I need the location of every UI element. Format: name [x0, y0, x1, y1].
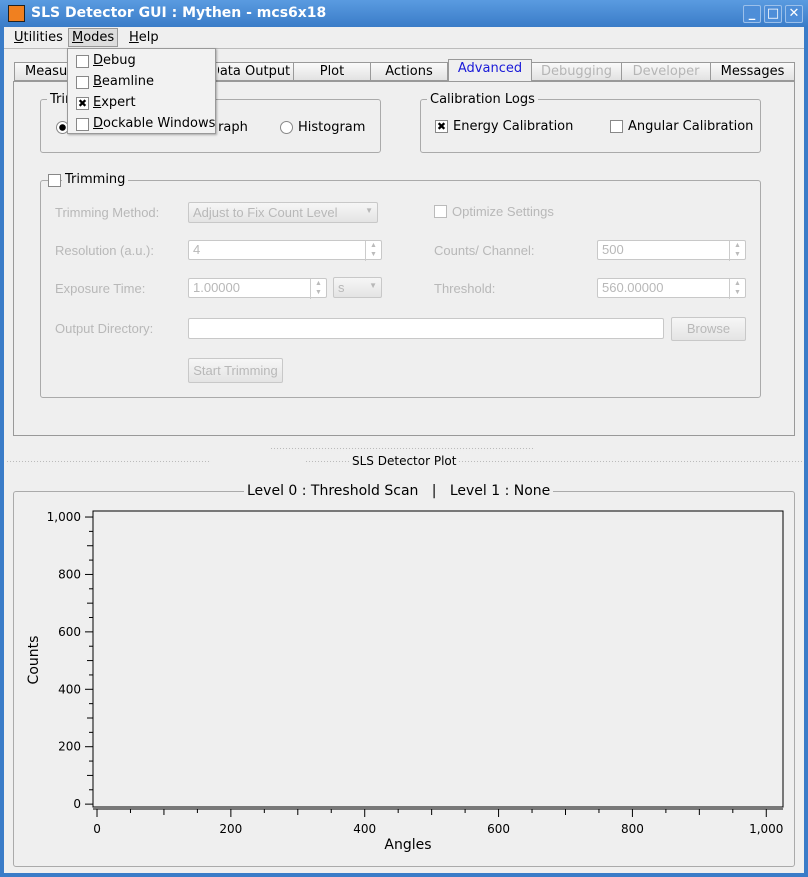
- output-directory-label: Output Directory:: [55, 321, 154, 336]
- menu-item-dockable-windows[interactable]: Dockable Windows: [76, 115, 215, 135]
- plot-canvas: [92, 510, 784, 808]
- tab-data-output[interactable]: Data Output: [194, 62, 294, 81]
- y-tick-label: 800: [58, 567, 81, 581]
- exposure-time-value: 1.00000: [193, 280, 240, 295]
- advanced-panel: [13, 81, 795, 436]
- energy-calibration-checkbox[interactable]: ✖: [435, 120, 448, 133]
- tab-developer[interactable]: Developer: [621, 62, 711, 81]
- dock-title-grip: [6, 460, 211, 464]
- window-title: SLS Detector GUI : Mythen - mcs6x18: [31, 5, 327, 21]
- trimbits-group-title: Trimbits Plot: [47, 92, 67, 107]
- menu-item-debug[interactable]: Debug: [76, 52, 211, 72]
- trimming-group: [40, 180, 761, 398]
- menu-item-label: Expert: [93, 95, 136, 110]
- x-tick-label: 1,000: [749, 822, 783, 836]
- modes-menu-dropdown: Debug Beamline ✖ Expert Dockable Windows: [67, 48, 216, 134]
- maximize-button[interactable]: □: [764, 5, 782, 23]
- browse-button[interactable]: Browse: [671, 317, 746, 341]
- app-icon: [8, 5, 25, 22]
- trimming-method-value: Adjust to Fix Count Level: [193, 205, 338, 220]
- exposure-unit-value: s: [338, 280, 345, 295]
- exposure-unit-combo[interactable]: s ▼: [333, 277, 382, 298]
- close-button[interactable]: ✕: [785, 5, 803, 23]
- threshold-value: 560.00000: [602, 280, 664, 295]
- optimize-settings-checkbox[interactable]: [434, 205, 447, 218]
- menu-modes[interactable]: Modes: [68, 28, 119, 47]
- x-tick-label: 400: [353, 822, 376, 836]
- spin-arrows-icon[interactable]: ▲ ▼: [310, 279, 326, 299]
- calibration-group-title: Calibration Logs: [427, 92, 538, 107]
- tab-messages[interactable]: Messages: [710, 62, 795, 81]
- tab-advanced[interactable]: Advanced: [448, 59, 532, 82]
- menu-item-expert[interactable]: ✖ Expert: [76, 94, 211, 114]
- checkbox[interactable]: [76, 55, 89, 68]
- optimize-settings-label: Optimize Settings: [452, 204, 554, 219]
- radio-histogram-label: Histogram: [298, 120, 366, 135]
- trimming-group-title: Trimming: [62, 172, 129, 187]
- counts-channel-spinbox[interactable]: 500 ▲ ▼: [597, 240, 746, 261]
- angular-calibration-checkbox[interactable]: [610, 120, 623, 133]
- resolution-label: Resolution (a.u.):: [55, 243, 154, 258]
- trimming-method-label: Trimming Method:: [55, 205, 160, 220]
- menu-bar: Utilities Modes Help: [4, 27, 804, 49]
- radio-graph-label: Graph: [218, 120, 248, 135]
- tab-label: Measurement: [25, 64, 68, 79]
- x-axis-label: Angles: [384, 837, 431, 853]
- spin-arrows-icon[interactable]: ▲ ▼: [365, 241, 381, 261]
- trimming-checkbox[interactable]: [48, 174, 61, 187]
- y-tick-label: 600: [58, 625, 81, 639]
- chevron-down-icon: ▼: [369, 281, 377, 290]
- menu-item-label: Beamline: [93, 74, 155, 89]
- tab-label: Data Output: [218, 64, 291, 79]
- resolution-value: 4: [193, 242, 201, 257]
- y-tick-label: 400: [58, 682, 81, 696]
- menu-item-beamline[interactable]: Beamline: [76, 73, 211, 93]
- dock-title-grip: [305, 460, 803, 464]
- angular-calibration-label: Angular Calibration: [628, 119, 754, 134]
- start-trimming-button[interactable]: Start Trimming: [188, 358, 283, 383]
- spin-arrows-icon[interactable]: ▲ ▼: [729, 241, 745, 261]
- radio-histogram[interactable]: [280, 121, 293, 134]
- menu-utilities[interactable]: Utilities: [14, 30, 63, 45]
- plot-group-title: Level 0 : Threshold Scan | Level 1 : Non…: [244, 483, 554, 499]
- x-tick-label: 800: [621, 822, 644, 836]
- tab-actions[interactable]: Actions: [370, 62, 448, 81]
- threshold-label: Threshold:: [434, 281, 496, 296]
- y-tick-label: 0: [73, 797, 81, 811]
- x-tick-label: 200: [219, 822, 242, 836]
- checkbox[interactable]: [76, 76, 89, 89]
- calibration-logs-group: [420, 99, 761, 153]
- tab-debugging[interactable]: Debugging: [531, 62, 622, 81]
- threshold-spinbox[interactable]: 560.00000 ▲ ▼: [597, 278, 746, 299]
- counts-channel-label: Counts/ Channel:: [434, 243, 535, 258]
- spin-arrows-icon[interactable]: ▲ ▼: [729, 279, 745, 299]
- y-tick-label: 200: [58, 740, 81, 754]
- y-axis-label: Counts: [26, 636, 42, 685]
- checkbox[interactable]: [76, 118, 89, 131]
- menu-label: Modes: [72, 30, 115, 45]
- y-tick-label: 1,000: [47, 510, 81, 524]
- energy-calibration-label: Energy Calibration: [453, 119, 574, 134]
- x-tick-label: 0: [93, 822, 101, 836]
- splitter-handle[interactable]: [270, 447, 535, 451]
- exposure-time-spinbox[interactable]: 1.00000 ▲ ▼: [188, 278, 327, 299]
- chevron-down-icon: ▼: [365, 206, 373, 215]
- output-directory-input[interactable]: [188, 318, 664, 339]
- x-tick-label: 600: [487, 822, 510, 836]
- menu-help[interactable]: Help: [129, 30, 159, 45]
- counts-channel-value: 500: [602, 242, 624, 257]
- trimming-method-combo[interactable]: Adjust to Fix Count Level ▼: [188, 202, 378, 223]
- plot-dock-title: SLS Detector Plot: [350, 454, 459, 468]
- checkbox[interactable]: ✖: [76, 97, 89, 110]
- menu-label: Utilities: [14, 30, 63, 45]
- window-frame: [0, 27, 808, 877]
- exposure-time-label: Exposure Time:: [55, 281, 146, 296]
- menu-item-label: Dockable Windows: [93, 116, 216, 131]
- menu-label: Help: [129, 30, 159, 45]
- menu-item-label: Debug: [93, 53, 136, 68]
- title-bar: SLS Detector GUI : Mythen - mcs6x18 _ □ …: [0, 0, 808, 27]
- resolution-spinbox[interactable]: 4 ▲ ▼: [188, 240, 382, 261]
- minimize-button[interactable]: _: [743, 5, 761, 23]
